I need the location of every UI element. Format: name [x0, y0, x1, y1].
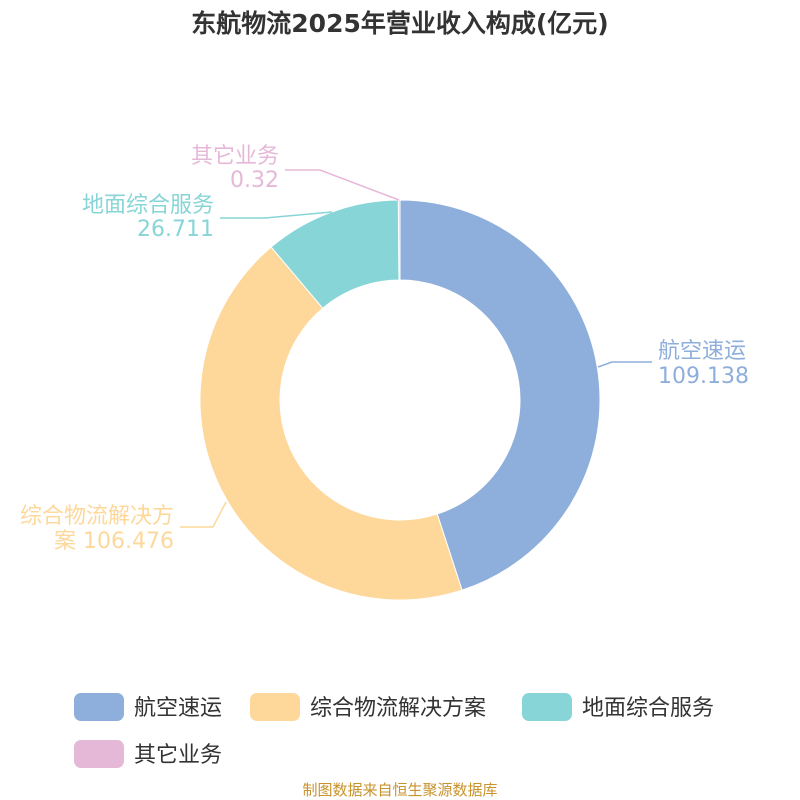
legend-swatch-2 — [522, 693, 572, 721]
slice-value-label-0: 109.138 — [658, 364, 749, 389]
legend-item-2: 地面综合服务 — [522, 693, 714, 721]
slice-label-3: 其它业务 — [191, 144, 279, 169]
legend-swatch-1 — [250, 693, 300, 721]
legend-item-0: 航空速运 — [74, 693, 222, 721]
slices-group — [199, 199, 601, 601]
slice-value-label-2: 26.711 — [137, 217, 214, 242]
legend-label-2: 地面综合服务 — [582, 696, 714, 721]
chart-title: 东航物流2025年营业收入构成(亿元) — [191, 9, 608, 38]
source-note: 制图数据来自恒生聚源数据库 — [302, 781, 497, 799]
legend-label-0: 航空速运 — [134, 696, 222, 721]
slice-label-2: 地面综合服务 — [82, 193, 214, 218]
donut-slice-0 — [399, 199, 601, 591]
slice-value-label-3: 0.32 — [230, 168, 279, 193]
legend-item-1: 综合物流解决方案 — [250, 693, 486, 721]
legend-swatch-3 — [74, 740, 124, 768]
donut-slice-1 — [199, 246, 463, 601]
slice-label-0: 航空速运 — [658, 339, 746, 364]
legend-swatch-0 — [74, 693, 124, 721]
leader-line-3 — [285, 169, 400, 201]
leader-line-2 — [220, 211, 333, 219]
slice-label-1: 综合物流解决方 — [20, 504, 174, 529]
legend-label-3: 其它业务 — [134, 743, 222, 768]
donut-slice-3 — [397, 199, 401, 281]
slice-value-label-1: 案 106.476 — [54, 529, 174, 554]
leader-line-0 — [597, 361, 652, 368]
leader-lines-group — [180, 169, 652, 528]
leader-line-1 — [180, 501, 227, 528]
legend-item-3: 其它业务 — [74, 740, 222, 768]
legend-label-1: 综合物流解决方案 — [310, 696, 486, 721]
